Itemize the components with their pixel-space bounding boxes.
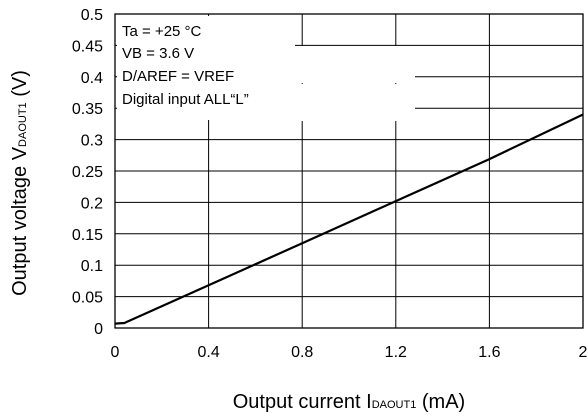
annotation-temperature: Ta = +25 °C [122,23,202,40]
annotation-box-ext-2 [295,84,415,121]
x-axis-label-unit: (mA) [416,391,465,413]
annotation-box [117,16,295,120]
x-tick-label: 0.8 [291,344,313,361]
y-axis-label-unit: (V) [9,70,31,102]
x-axis-label-sub: DAOUT1 [372,399,417,411]
x-tick-label: 2 [579,344,588,361]
x-tick-label: 0.4 [197,344,219,361]
y-tick-label: 0.4 [81,70,103,87]
x-tick-label: 1.2 [385,344,407,361]
x-axis-label-main: Output current I [233,391,372,413]
annotation-digital-input: Digital input ALL“L” [122,91,249,108]
y-tick-label: 0 [94,321,103,338]
y-tick-label: 0.45 [72,38,103,55]
y-axis-label: Output voltage VDAOUT1 (V) [9,70,31,296]
y-tick-label: 0.2 [81,195,103,212]
y-tick-label: 0.15 [72,227,103,244]
x-tick-labels: 0 0.4 0.8 1.2 1.6 2 [111,344,588,361]
annotations: Ta = +25 °C VB = 3.6 V D/AREF = VREF Dig… [122,23,249,108]
y-tick-labels: 0 0.05 0.1 0.15 0.2 0.25 0.3 0.35 0.4 0.45 0.5 [72,7,103,338]
annotation-vb: VB = 3.6 V [122,45,194,62]
y-tick-label: 0.05 [72,290,103,307]
y-axis-label-main: Output voltage V [9,146,31,296]
y-tick-label: 0.1 [81,258,103,275]
x-tick-label: 0 [111,344,120,361]
annotation-box-ext-1 [295,46,415,83]
y-tick-label: 0.35 [72,101,103,118]
annotation-daref: D/AREF = VREF [122,68,234,85]
x-axis-label: Output current IDAOUT1 (mA) [233,391,465,413]
x-tick-label: 1.6 [478,344,500,361]
y-tick-label: 0.3 [81,133,103,150]
y-tick-label: 0.5 [81,7,103,24]
y-tick-label: 0.25 [72,164,103,181]
y-axis-label-sub: DAOUT1 [17,102,29,147]
series-line [114,113,584,325]
